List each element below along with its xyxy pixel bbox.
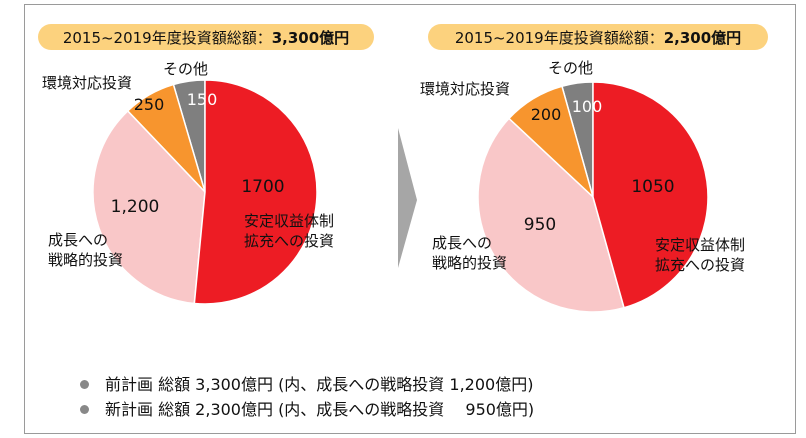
chart-title-right-prefix: 2015~2019年度投資額総額： [454, 28, 664, 47]
chart-title-right-value: 2,300億円 [663, 28, 742, 47]
pie-slice [477, 117, 625, 313]
chart-title-left: 2015~2019年度投資額総額： 3,300億円 [38, 24, 374, 50]
slice-value-label: 1050 [631, 177, 674, 197]
slice-name-label: 成長への [432, 234, 492, 252]
slice-name-label: 成長への [48, 231, 108, 249]
slice-name-label: 戦略的投資 [48, 251, 123, 269]
note-text: 前計画 総額 3,300億円 (内、成長への戦略投資 1,200億円) [105, 375, 534, 394]
slice-value-label: 150 [187, 90, 218, 109]
slice-value-label: 1700 [241, 177, 284, 197]
slice-value-label: 100 [572, 97, 603, 116]
slice-name-label: 拡充への投資 [655, 256, 745, 274]
bullet-dot [80, 405, 89, 414]
pie-slice [592, 81, 709, 309]
chart-title-left-prefix: 2015~2019年度投資額総額： [62, 28, 272, 47]
pie-slice [92, 109, 206, 305]
slice-value-label: 250 [134, 95, 165, 114]
slice-name-label: その他 [163, 60, 208, 78]
slice-value-label: 200 [531, 105, 562, 124]
slice-name-label: 安定収益体制 [244, 212, 334, 230]
slice-value-label: 950 [524, 215, 556, 235]
transition-arrow [398, 128, 417, 268]
chart-title-right: 2015~2019年度投資額総額： 2,300億円 [428, 24, 768, 50]
bullet-dot [80, 380, 89, 389]
slice-name-label: 拡充への投資 [244, 232, 334, 250]
note-previous-plan: 前計画 総額 3,300億円 (内、成長への戦略投資 1,200億円) [80, 372, 534, 397]
slice-value-label: 1,200 [111, 197, 160, 217]
notes-list: 前計画 総額 3,300億円 (内、成長への戦略投資 1,200億円) 新計画 … [80, 372, 534, 422]
slice-name-label: 環境対応投資 [420, 80, 510, 98]
note-text: 新計画 総額 2,300億円 (内、成長への戦略投資 950億円) [105, 400, 535, 419]
slice-name-label: 環境対応投資 [42, 74, 132, 92]
slice-name-label: 戦略的投資 [432, 254, 507, 272]
note-new-plan: 新計画 総額 2,300億円 (内、成長への戦略投資 950億円) [80, 397, 534, 422]
slice-name-label: その他 [548, 59, 593, 77]
chart-title-left-value: 3,300億円 [271, 28, 350, 47]
panel-frame [24, 4, 796, 434]
slice-name-label: 安定収益体制 [655, 236, 745, 254]
pie-slice [193, 79, 318, 305]
